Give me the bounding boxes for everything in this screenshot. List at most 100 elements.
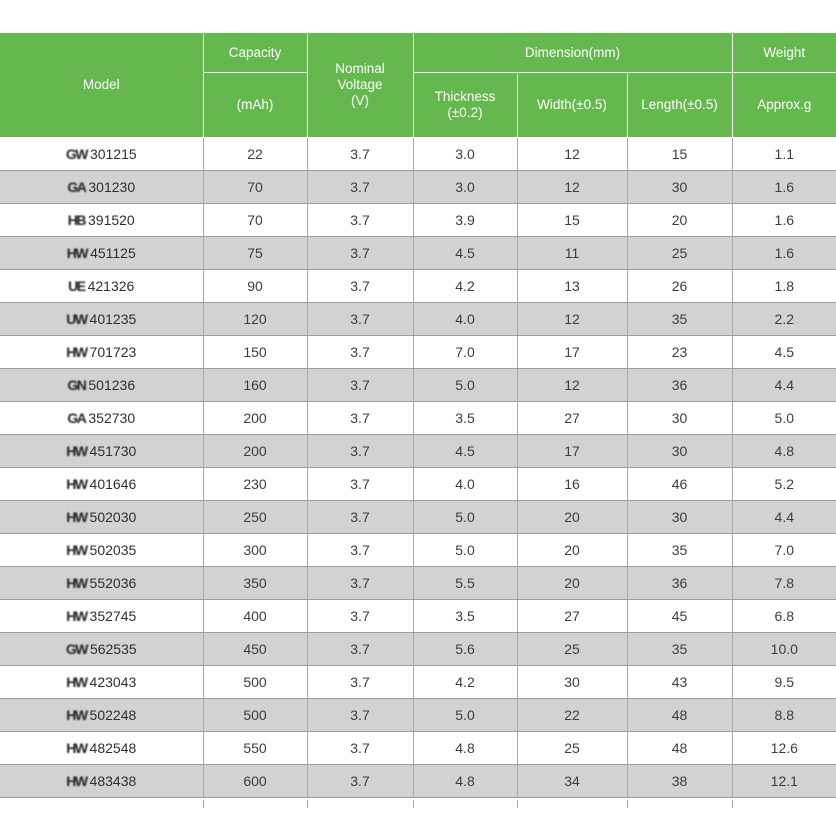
- thickness-cell: 5.0: [412, 368, 518, 402]
- length-cell: 23: [626, 335, 733, 369]
- table-header: Model Capacity Nominal Voltage (V) Dimen…: [0, 33, 836, 138]
- capacity-cell: 75: [202, 236, 308, 270]
- length-cell: 36: [626, 368, 733, 402]
- column-line-stub: [517, 800, 518, 808]
- length-cell: 43: [626, 665, 733, 699]
- weight-cell: 1.6: [731, 203, 836, 237]
- voltage-cell: 3.7: [306, 500, 414, 534]
- weight-cell: 7.0: [731, 533, 836, 567]
- model-number: 301215: [89, 146, 137, 162]
- col-header-thickness: Thickness (±0.2): [412, 72, 518, 138]
- weight-cell: 1.8: [731, 269, 836, 303]
- voltage-cell: 3.7: [306, 434, 414, 468]
- capacity-cell: 70: [202, 170, 308, 204]
- thickness-cell: 4.0: [412, 467, 518, 501]
- weight-cell: 10.0: [731, 632, 836, 666]
- voltage-cell: 3.7: [306, 665, 414, 699]
- thickness-cell: 4.8: [412, 731, 518, 765]
- capacity-cell: 200: [202, 401, 308, 435]
- model-cell: HW 552036: [0, 566, 204, 600]
- voltage-cell: 3.7: [306, 698, 414, 732]
- width-cell: 16: [516, 467, 628, 501]
- model-cell: HW 482548: [0, 731, 204, 765]
- model-cell: HW 451730: [0, 434, 204, 468]
- table-row: GN 501236 160 3.7 5.0 12 36 4.4: [0, 368, 836, 402]
- thickness-cell: 5.0: [412, 698, 518, 732]
- model-number: 352745: [89, 608, 137, 624]
- model-number: 301230: [88, 179, 136, 195]
- width-cell: 12: [516, 137, 628, 171]
- voltage-cell: 3.7: [306, 764, 414, 798]
- model-prefix-smudged: HW: [66, 773, 88, 789]
- length-cell: 46: [626, 467, 733, 501]
- length-cell: 48: [626, 698, 733, 732]
- weight-cell: 1.1: [731, 137, 836, 171]
- voltage-cell: 3.7: [306, 599, 414, 633]
- weight-cell: 4.5: [731, 335, 836, 369]
- width-cell: 27: [516, 401, 628, 435]
- thickness-cell: 3.5: [412, 599, 518, 633]
- thickness-cell: 5.6: [412, 632, 518, 666]
- table-row: GW 301215 22 3.7 3.0 12 15 1.1: [0, 137, 836, 171]
- model-prefix-smudged: GN: [67, 377, 87, 393]
- voltage-cell: 3.7: [306, 467, 414, 501]
- col-header-model: Model: [0, 33, 204, 138]
- length-cell: 25: [626, 236, 733, 270]
- model-prefix-smudged: HW: [66, 575, 88, 591]
- width-cell: 20: [516, 566, 628, 600]
- length-cell: 20: [626, 203, 733, 237]
- table-row: UE 421326 90 3.7 4.2 13 26 1.8: [0, 269, 836, 303]
- width-cell: 20: [516, 533, 628, 567]
- voltage-label-line1: Nominal: [335, 61, 385, 76]
- model-number: 502030: [89, 509, 137, 525]
- model-number: 352730: [88, 410, 136, 426]
- voltage-cell: 3.7: [306, 335, 414, 369]
- model-cell: GA 352730: [0, 401, 204, 435]
- weight-cell: 12.6: [731, 731, 836, 765]
- width-cell: 25: [516, 731, 628, 765]
- model-number: 391520: [88, 212, 135, 228]
- thickness-cell: 4.0: [412, 302, 518, 336]
- column-line-stub: [413, 800, 414, 808]
- table-row: HW 701723 150 3.7 7.0 17 23 4.5: [0, 335, 836, 369]
- length-cell: 45: [626, 599, 733, 633]
- thickness-cell: 4.2: [412, 665, 518, 699]
- model-number: 482548: [89, 740, 137, 756]
- thickness-cell: 3.0: [412, 137, 518, 171]
- model-cell: HW 451125: [0, 236, 204, 270]
- capacity-cell: 500: [202, 665, 308, 699]
- table-row: HW 451125 75 3.7 4.5 11 25 1.6: [0, 236, 836, 270]
- voltage-cell: 3.7: [306, 533, 414, 567]
- model-cell: HW 502030: [0, 500, 204, 534]
- table-row: HW 352745 400 3.7 3.5 27 45 6.8: [0, 599, 836, 633]
- col-header-capacity: Capacity: [202, 33, 308, 73]
- voltage-cell: 3.7: [306, 269, 414, 303]
- model-number: 401235: [89, 311, 137, 327]
- width-cell: 12: [516, 302, 628, 336]
- capacity-cell: 230: [202, 467, 308, 501]
- capacity-cell: 160: [202, 368, 308, 402]
- table-body: GW 301215 22 3.7 3.0 12 15 1.1 GA 301230 7…: [0, 137, 836, 798]
- width-cell: 15: [516, 203, 628, 237]
- capacity-cell: 22: [202, 137, 308, 171]
- weight-cell: 4.4: [731, 500, 836, 534]
- model-cell: UW 401235: [0, 302, 204, 336]
- width-cell: 34: [516, 764, 628, 798]
- capacity-cell: 550: [202, 731, 308, 765]
- width-cell: 17: [516, 434, 628, 468]
- model-number: 423043: [89, 674, 137, 690]
- model-prefix-smudged: HB: [67, 212, 87, 228]
- length-cell: 35: [626, 632, 733, 666]
- capacity-cell: 350: [202, 566, 308, 600]
- voltage-label-line3: (V): [351, 93, 369, 108]
- length-cell: 26: [626, 269, 733, 303]
- model-prefix-smudged: HW: [66, 443, 88, 459]
- width-cell: 25: [516, 632, 628, 666]
- col-header-width: Width(±0.5): [516, 72, 628, 138]
- capacity-cell: 450: [202, 632, 308, 666]
- voltage-cell: 3.7: [306, 302, 414, 336]
- col-header-dimension: Dimension(mm): [412, 33, 733, 73]
- model-cell: GA 301230: [0, 170, 204, 204]
- column-line-stub: [203, 800, 204, 808]
- model-prefix-smudged: GW: [65, 146, 89, 162]
